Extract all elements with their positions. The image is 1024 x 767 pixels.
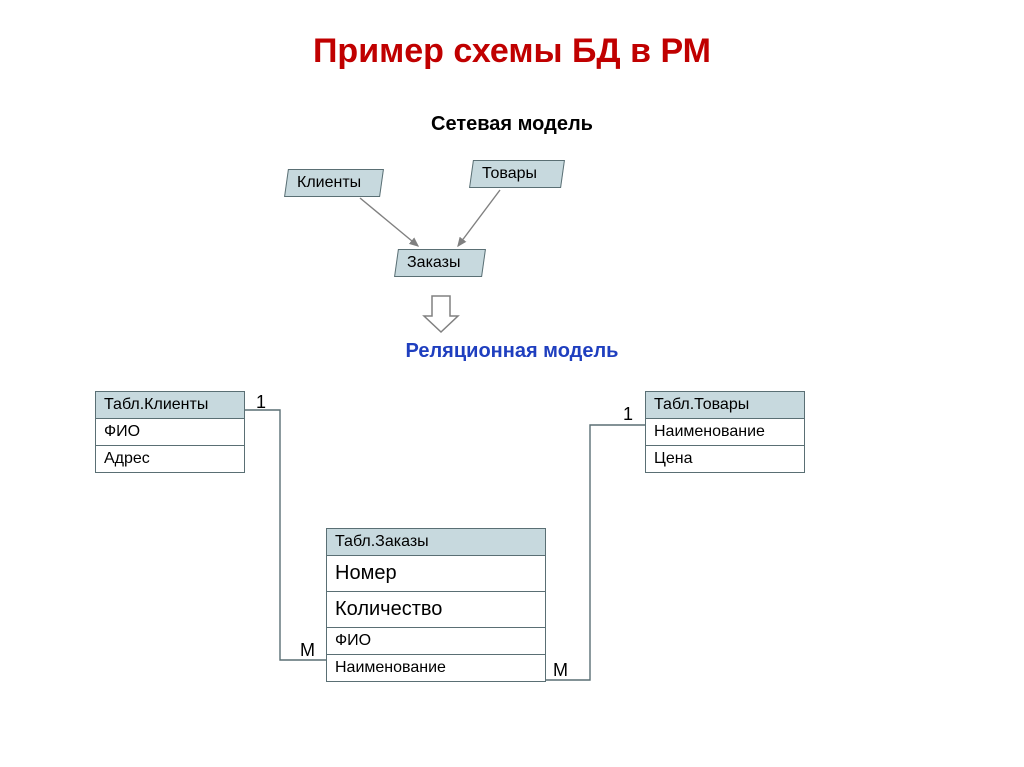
- network-heading: Сетевая модель: [0, 113, 1024, 136]
- cardinality-right-m: М: [553, 660, 568, 681]
- table-clients-row-1: Адрес: [96, 446, 245, 473]
- node-goods-label: Товары: [482, 165, 537, 183]
- node-goods: Товары: [469, 160, 565, 188]
- table-orders: Табл.Заказы Номер Количество ФИО Наимено…: [326, 528, 546, 682]
- edge-clients-orders: [360, 198, 418, 246]
- table-orders-row-3: Наименование: [327, 655, 546, 682]
- node-orders-label: Заказы: [407, 254, 460, 272]
- table-orders-row-0: Номер: [327, 556, 546, 592]
- table-clients-row-0: ФИО: [96, 419, 245, 446]
- edge-goods-orders: [458, 190, 500, 246]
- node-orders: Заказы: [394, 249, 486, 277]
- table-goods-row-0: Наименование: [646, 419, 805, 446]
- node-clients: Клиенты: [284, 169, 384, 197]
- page-title: Пример схемы БД в РМ: [0, 32, 1024, 71]
- table-goods-row-1: Цена: [646, 446, 805, 473]
- cardinality-left-m: М: [300, 640, 315, 661]
- node-clients-label: Клиенты: [297, 174, 361, 192]
- cardinality-right-one: 1: [623, 404, 633, 425]
- relational-heading: Реляционная модель: [0, 340, 1024, 363]
- transition-arrow-icon: [424, 296, 458, 332]
- table-goods-header: Табл.Товары: [646, 392, 805, 419]
- link-goods-orders: [546, 425, 645, 680]
- table-orders-row-1: Количество: [327, 592, 546, 628]
- table-goods: Табл.Товары Наименование Цена: [645, 391, 805, 473]
- table-clients: Табл.Клиенты ФИО Адрес: [95, 391, 245, 473]
- link-clients-orders: [245, 410, 326, 660]
- table-orders-row-2: ФИО: [327, 628, 546, 655]
- table-clients-header: Табл.Клиенты: [96, 392, 245, 419]
- cardinality-left-one: 1: [256, 392, 266, 413]
- table-orders-header: Табл.Заказы: [327, 529, 546, 556]
